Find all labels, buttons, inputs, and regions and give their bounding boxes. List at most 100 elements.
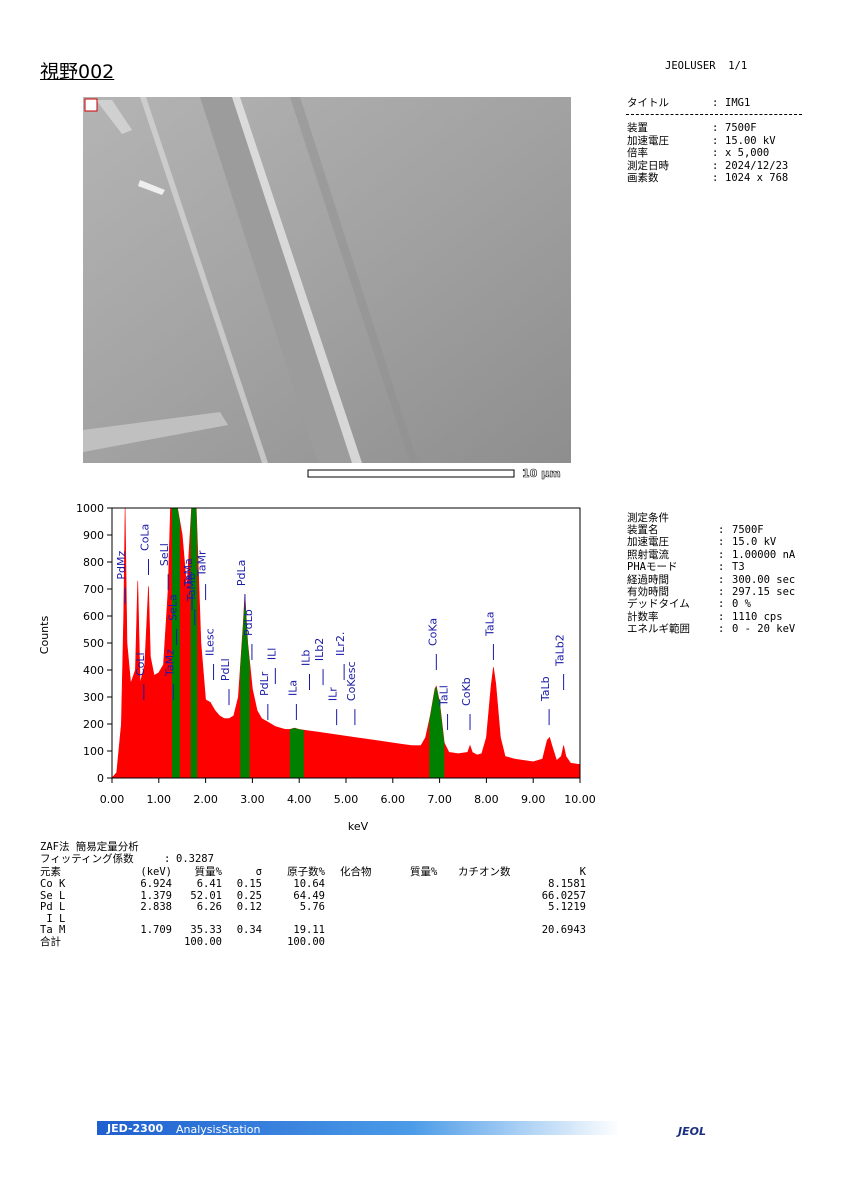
info-value: 1024 x 768 bbox=[725, 172, 789, 184]
condition-value: 15.0 kV bbox=[732, 536, 777, 549]
condition-label: 有効時間 bbox=[627, 586, 669, 598]
table-cell: 8.1581 bbox=[548, 878, 586, 890]
table-cell: 35.33 bbox=[190, 924, 222, 937]
peak-label: ILl bbox=[265, 648, 278, 660]
info-value: 2024/12/23 bbox=[725, 159, 789, 172]
condition-label: 照射電流 bbox=[627, 548, 669, 561]
info-separator: : bbox=[712, 134, 719, 147]
quant-title: ZAF法 簡易定量分析 bbox=[40, 841, 139, 853]
y-tick-label: 300 bbox=[83, 691, 104, 704]
y-tick-label: 700 bbox=[83, 583, 104, 596]
info-value: IMG1 bbox=[725, 97, 751, 109]
condition-separator: : bbox=[718, 524, 725, 536]
peak-label: PdLl bbox=[219, 658, 232, 681]
peak-label: CoKb bbox=[460, 677, 473, 706]
x-tick-label: 0.00 bbox=[100, 793, 125, 806]
condition-label: エネルギ範囲 bbox=[627, 623, 690, 636]
table-cell: 6.26 bbox=[196, 901, 222, 914]
y-tick-label: 100 bbox=[83, 745, 104, 758]
page-title: 視野002 bbox=[40, 61, 115, 83]
condition-separator: : bbox=[718, 561, 725, 574]
y-tick-label: 200 bbox=[83, 718, 104, 731]
peak-label: CoLl bbox=[134, 652, 147, 676]
peak-label: ILesc bbox=[204, 628, 217, 656]
condition-separator: : bbox=[718, 586, 725, 598]
y-axis-label: Counts bbox=[38, 616, 51, 655]
table-cell: Co K bbox=[40, 878, 66, 890]
scale-bar-label: 10 μm bbox=[522, 467, 561, 480]
x-tick-label: 9.00 bbox=[521, 793, 546, 806]
column-header: σ bbox=[255, 866, 262, 878]
peak-label: CoKesc bbox=[345, 661, 358, 701]
condition-value: T3 bbox=[732, 561, 745, 574]
condition-value: 297.15 sec bbox=[732, 586, 796, 598]
column-header: カチオン数 bbox=[458, 866, 511, 878]
condition-value: 7500F bbox=[732, 524, 764, 536]
fitting-label: フィッティング係数 bbox=[40, 853, 134, 865]
column-header: 質量% bbox=[194, 866, 222, 878]
table-cell: 6.924 bbox=[140, 878, 172, 890]
footer: JED-2300 AnalysisStation JEOL bbox=[97, 1121, 706, 1138]
x-tick-label: 2.00 bbox=[193, 793, 218, 806]
info-value: x 5,000 bbox=[725, 147, 770, 159]
info-label: 倍率 bbox=[627, 147, 648, 159]
condition-label: 経過時間 bbox=[627, 573, 669, 586]
condition-separator: : bbox=[718, 610, 725, 623]
x-tick-label: 3.00 bbox=[240, 793, 265, 806]
peak-label: CoKa bbox=[426, 618, 439, 646]
roi-region bbox=[429, 686, 445, 778]
roi-region bbox=[240, 594, 250, 778]
peak-label: ILr2. bbox=[334, 632, 347, 656]
table-cell: I L bbox=[40, 912, 66, 925]
table-cell: Ta M bbox=[40, 924, 66, 937]
condition-separator: : bbox=[718, 598, 725, 611]
footer-software: AnalysisStation bbox=[176, 1123, 260, 1136]
x-axis-label: keV bbox=[348, 820, 369, 833]
info-separator: : bbox=[712, 147, 719, 159]
table-cell: 10.64 bbox=[293, 878, 325, 890]
table-cell: 0.12 bbox=[236, 901, 262, 914]
info-separator: : bbox=[712, 159, 719, 172]
info-label: 加速電圧 bbox=[627, 134, 669, 147]
condition-label: 加速電圧 bbox=[627, 536, 669, 549]
column-header: 質量% bbox=[410, 866, 438, 878]
table-cell: 0.34 bbox=[236, 924, 262, 937]
condition-separator: : bbox=[718, 623, 725, 636]
condition-label: デッドタイム bbox=[627, 598, 690, 611]
peak-label: SeLa bbox=[167, 594, 180, 621]
condition-value: 0 - 20 keV bbox=[732, 623, 796, 636]
condition-value: 0 % bbox=[732, 598, 751, 611]
peak-label: ILb bbox=[299, 650, 312, 666]
table-cell: 6.41 bbox=[196, 878, 222, 890]
sem-image: 10 μm bbox=[83, 97, 571, 480]
table-cell: 合計 bbox=[40, 936, 61, 948]
info-separator: : bbox=[712, 97, 719, 109]
roi-region bbox=[190, 508, 198, 778]
peak-label: TaMb bbox=[185, 573, 198, 602]
peak-label: ILa bbox=[286, 680, 299, 696]
separator-line bbox=[626, 114, 802, 115]
peak-label: TaLl bbox=[438, 685, 451, 707]
table-cell: 20.6943 bbox=[541, 924, 586, 937]
y-tick-label: 800 bbox=[83, 556, 104, 569]
info-value: 15.00 kV bbox=[725, 134, 776, 147]
info-label: 測定日時 bbox=[627, 159, 669, 172]
info-value: 7500F bbox=[725, 122, 757, 134]
y-tick-label: 900 bbox=[83, 529, 104, 542]
peak-label: TaMz bbox=[163, 649, 176, 677]
condition-label: PHAモード bbox=[627, 561, 678, 574]
y-tick-label: 600 bbox=[83, 610, 104, 623]
x-tick-label: 10.00 bbox=[564, 793, 596, 806]
column-header: 元素 bbox=[40, 866, 61, 878]
peak-label: TaLa bbox=[483, 612, 496, 638]
table-cell: 19.11 bbox=[293, 924, 325, 937]
table-cell: 100.00 bbox=[287, 936, 325, 948]
column-header: (keV) bbox=[140, 866, 172, 878]
condition-label: 計数率 bbox=[627, 610, 659, 623]
fitting-separator: : bbox=[164, 853, 171, 865]
table-cell: 5.76 bbox=[299, 901, 325, 914]
peak-label: TaMr bbox=[196, 550, 209, 577]
footer-product: JED-2300 bbox=[106, 1122, 163, 1135]
